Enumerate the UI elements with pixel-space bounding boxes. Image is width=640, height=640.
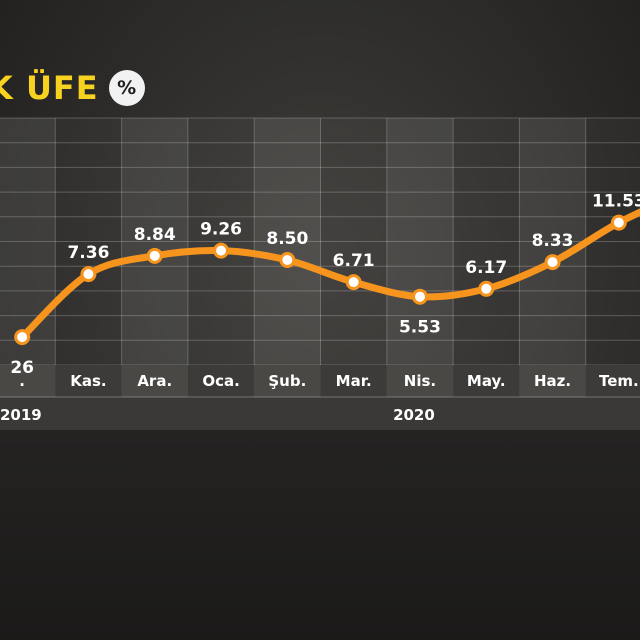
data-label: 8.33 [532,231,574,251]
month-cell [453,365,520,397]
month-cell [386,365,454,397]
data-label: 8.50 [266,229,308,249]
data-label: 6.17 [465,258,507,278]
month-label: Şub. [268,372,306,390]
data-point [345,274,362,291]
data-point [544,254,561,271]
data-label: 6.71 [333,251,375,271]
month-label: May. [467,372,506,390]
year-label: 2020 [393,406,435,424]
month-cell [121,365,188,397]
month-label: . [19,372,25,390]
month-label: Ara. [137,372,172,390]
chart-title: K ÜFE [0,69,99,107]
data-label: 8.84 [134,225,176,245]
month-cell [254,365,321,397]
month-label: Oca. [202,372,239,390]
data-label: 9.26 [200,220,242,240]
column-band [121,118,188,365]
month-label: Kas. [70,372,106,390]
column-band [519,118,586,365]
data-label: 26 [10,358,34,378]
year-band [0,397,640,430]
data-label: 11.53 [592,192,640,212]
data-point [146,247,163,264]
data-point [14,329,31,346]
data-point [80,266,97,283]
column-band [386,118,454,365]
data-label: 7.36 [67,243,109,263]
column-band [254,118,321,365]
data-point [610,214,627,231]
month-cell [187,365,255,397]
month-cell [519,365,586,397]
percent-badge: % [108,70,145,106]
year-label: 2019 [0,406,42,424]
data-point [279,252,296,269]
month-cell [320,365,387,397]
column-band [0,118,56,365]
floor-backdrop [0,430,640,640]
month-label: Nis. [404,372,436,390]
data-label: 5.53 [399,318,441,338]
data-point [478,280,495,297]
data-point [213,242,230,259]
month-cell [55,365,122,397]
data-point [411,288,428,305]
month-cell [585,365,640,397]
month-label: Mar. [336,372,372,390]
month-label: Tem. [599,372,639,390]
month-cell [0,365,56,397]
month-label: Haz. [534,372,571,390]
chart-header: K ÜFE % [0,66,145,110]
